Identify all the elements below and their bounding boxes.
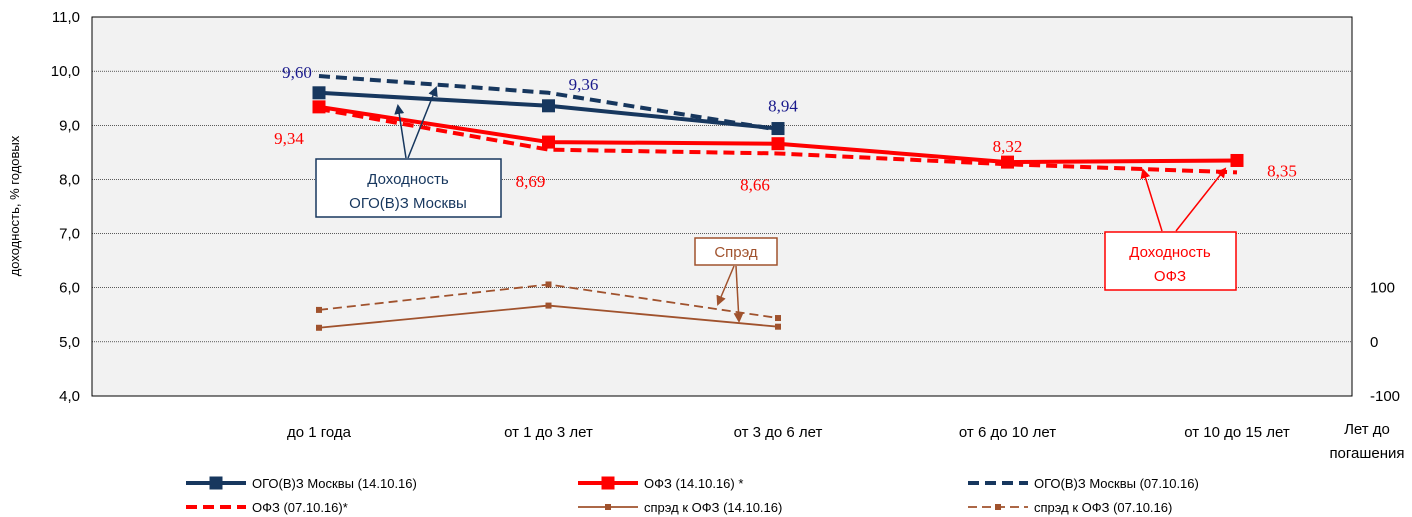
annotation-ofz-box <box>1104 231 1237 291</box>
y2-tick-label: -100 <box>1370 388 1400 405</box>
legend-label: ОГО(В)З Москвы (07.10.16) <box>1034 476 1199 491</box>
series-layer <box>312 74 1244 331</box>
annotation-spread-box <box>694 237 778 266</box>
legend-marker <box>995 504 1001 510</box>
annotation-ofz-arrow-1 <box>1140 168 1163 232</box>
data-label: 8,69 <box>516 172 546 191</box>
legend-label: ОГО(В)З Москвы (14.10.16) <box>252 476 417 491</box>
data-label: 9,36 <box>569 75 599 94</box>
y-tick-label: 4,0 <box>59 388 80 405</box>
series-point <box>542 99 555 113</box>
y-tick-label: 9,0 <box>59 117 80 134</box>
annotation-spread-arrow-2 <box>733 265 744 323</box>
plot-area <box>91 16 1353 397</box>
series-point <box>1230 153 1244 167</box>
legend-label: ОФЗ (07.10.16)* <box>252 500 348 515</box>
grid-lines <box>92 70 1352 343</box>
annotation-ofz-line-1: Доходность <box>1129 244 1211 261</box>
series-point <box>1001 155 1014 169</box>
data-label: 9,60 <box>282 63 312 82</box>
y-tick-label: 7,0 <box>59 226 80 243</box>
legend-label: ОФЗ (14.10.16) * <box>644 476 743 491</box>
series-point <box>775 315 781 322</box>
series-point <box>542 135 555 149</box>
series-point <box>771 137 785 151</box>
annotation-spread-text: Спрэд <box>714 244 758 261</box>
series-line <box>318 107 1238 175</box>
annotation-moscow-arrow-1 <box>394 104 407 159</box>
legend-marker <box>601 476 615 490</box>
legend-label: спрэд к ОФЗ (07.10.16) <box>1034 500 1172 515</box>
series-line <box>318 74 779 132</box>
legend-marker <box>605 504 611 510</box>
annotation-moscow-line-1: Доходность <box>367 171 449 188</box>
x-axis-categories: до 1 года от 1 до 3 лет от 3 до 6 лет от 6 … <box>287 424 1290 441</box>
x-category-label: от 10 до 15 лет <box>1184 424 1290 441</box>
series-point <box>316 324 322 331</box>
annotation-ofz-line-2: ОФЗ <box>1154 268 1186 285</box>
series-point <box>312 100 326 114</box>
series-point <box>545 302 552 309</box>
x-category-label: от 3 до 6 лет <box>734 424 823 441</box>
series-point <box>316 306 322 313</box>
x-axis-label-line-2: погашения <box>1329 445 1404 462</box>
data-label: 8,94 <box>768 97 798 116</box>
data-labels: 9,60 9,36 8,94 9,34 8,69 8,66 8,32 8,35 <box>274 63 1297 195</box>
series-point <box>312 86 326 100</box>
legend: ОГО(В)З Москвы (14.10.16) ОФЗ (14.10.16) … <box>186 476 1199 515</box>
y-tick-label: 5,0 <box>59 334 80 351</box>
x-axis-label-line-1: Лет до <box>1344 421 1390 438</box>
legend-marker <box>209 476 223 490</box>
series-point <box>775 323 781 330</box>
series-point <box>545 281 552 288</box>
y-tick-label: 6,0 <box>59 280 80 297</box>
annotation-ofz: Доходность ОФЗ <box>1104 167 1237 291</box>
annotation-ofz-arrow-2 <box>1175 167 1227 232</box>
y-axis-left-ticks: 4,0 5,0 6,0 7,0 8,0 9,0 10,0 11,0 <box>51 9 80 405</box>
annotation-moscow-line-2: ОГО(В)З Москвы <box>349 195 467 212</box>
data-label: 9,34 <box>274 129 304 148</box>
legend-label: спрэд к ОФЗ (14.10.16) <box>644 500 782 515</box>
data-label: 8,35 <box>1267 161 1297 180</box>
y2-tick-label: 100 <box>1370 280 1395 297</box>
y-tick-label: 10,0 <box>51 63 80 80</box>
data-label: 8,32 <box>993 137 1023 156</box>
y-axis-label: доходность, % годовых <box>7 135 22 276</box>
x-category-label: от 1 до 3 лет <box>504 424 593 441</box>
y-axis-right-ticks: -100 0 100 <box>1370 280 1400 405</box>
y-tick-label: 8,0 <box>59 171 80 188</box>
y-tick-label: 11,0 <box>52 9 80 26</box>
annotation-moscow-arrow-2 <box>407 86 438 159</box>
annotation-moscow-box <box>315 158 502 218</box>
series-point <box>771 122 785 136</box>
data-label: 8,66 <box>740 176 770 195</box>
x-category-label: до 1 года <box>287 424 352 441</box>
annotation-spread-arrow-1 <box>716 265 735 306</box>
x-category-label: от 6 до 10 лет <box>959 424 1056 441</box>
y2-tick-label: 0 <box>1370 334 1378 351</box>
annotation-moscow: Доходность ОГО(В)З Москвы <box>315 86 502 218</box>
annotation-spread: Спрэд <box>694 237 778 323</box>
